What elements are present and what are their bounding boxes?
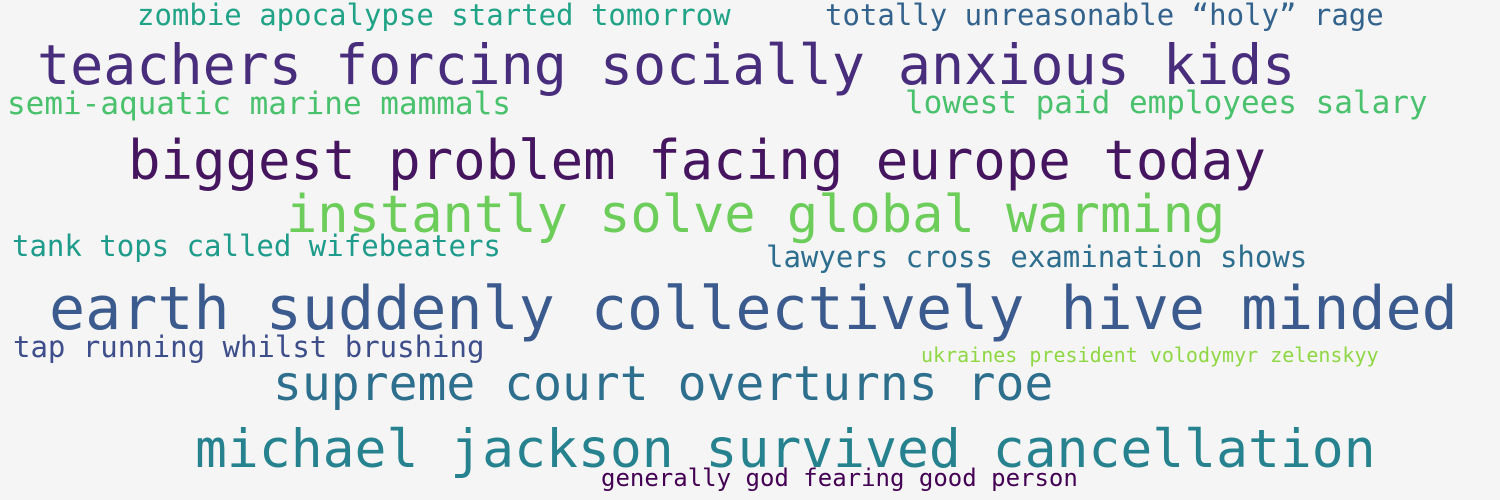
phrase-lowest-paid: lowest paid employees salary [905, 85, 1428, 121]
phrase-supreme-court: supreme court overturns roe [273, 356, 1054, 412]
phrase-tap-running: tap running whilst brushing [13, 330, 485, 364]
phrase-semi-aquatic: semi-aquatic marine mammals [7, 86, 511, 122]
phrase-teachers-forcing: teachers forcing socially anxious kids [37, 33, 1296, 97]
phrase-holy-rage: totally unreasonable “holy” rage [825, 0, 1384, 32]
phrase-god-fearing: generally god fearing good person [601, 464, 1078, 492]
phrase-ukraines-president: ukraines president volodymyr zelenskyy [921, 343, 1379, 367]
phrase-lawyers-cross: lawyers cross examination shows [766, 240, 1308, 274]
phrase-global-warming: instantly solve global warming [286, 185, 1226, 245]
phrase-biggest-problem: biggest problem facing europe today [128, 129, 1266, 192]
phrase-earth-suddenly: earth suddenly collectively hive minded [49, 274, 1458, 344]
phrase-tank-tops: tank tops called wifebeaters [12, 229, 501, 263]
phrase-zombie-apocalypse: zombie apocalypse started tomorrow [137, 0, 731, 32]
phrase-michael-jackson: michael jackson survived cancellation [195, 419, 1376, 480]
